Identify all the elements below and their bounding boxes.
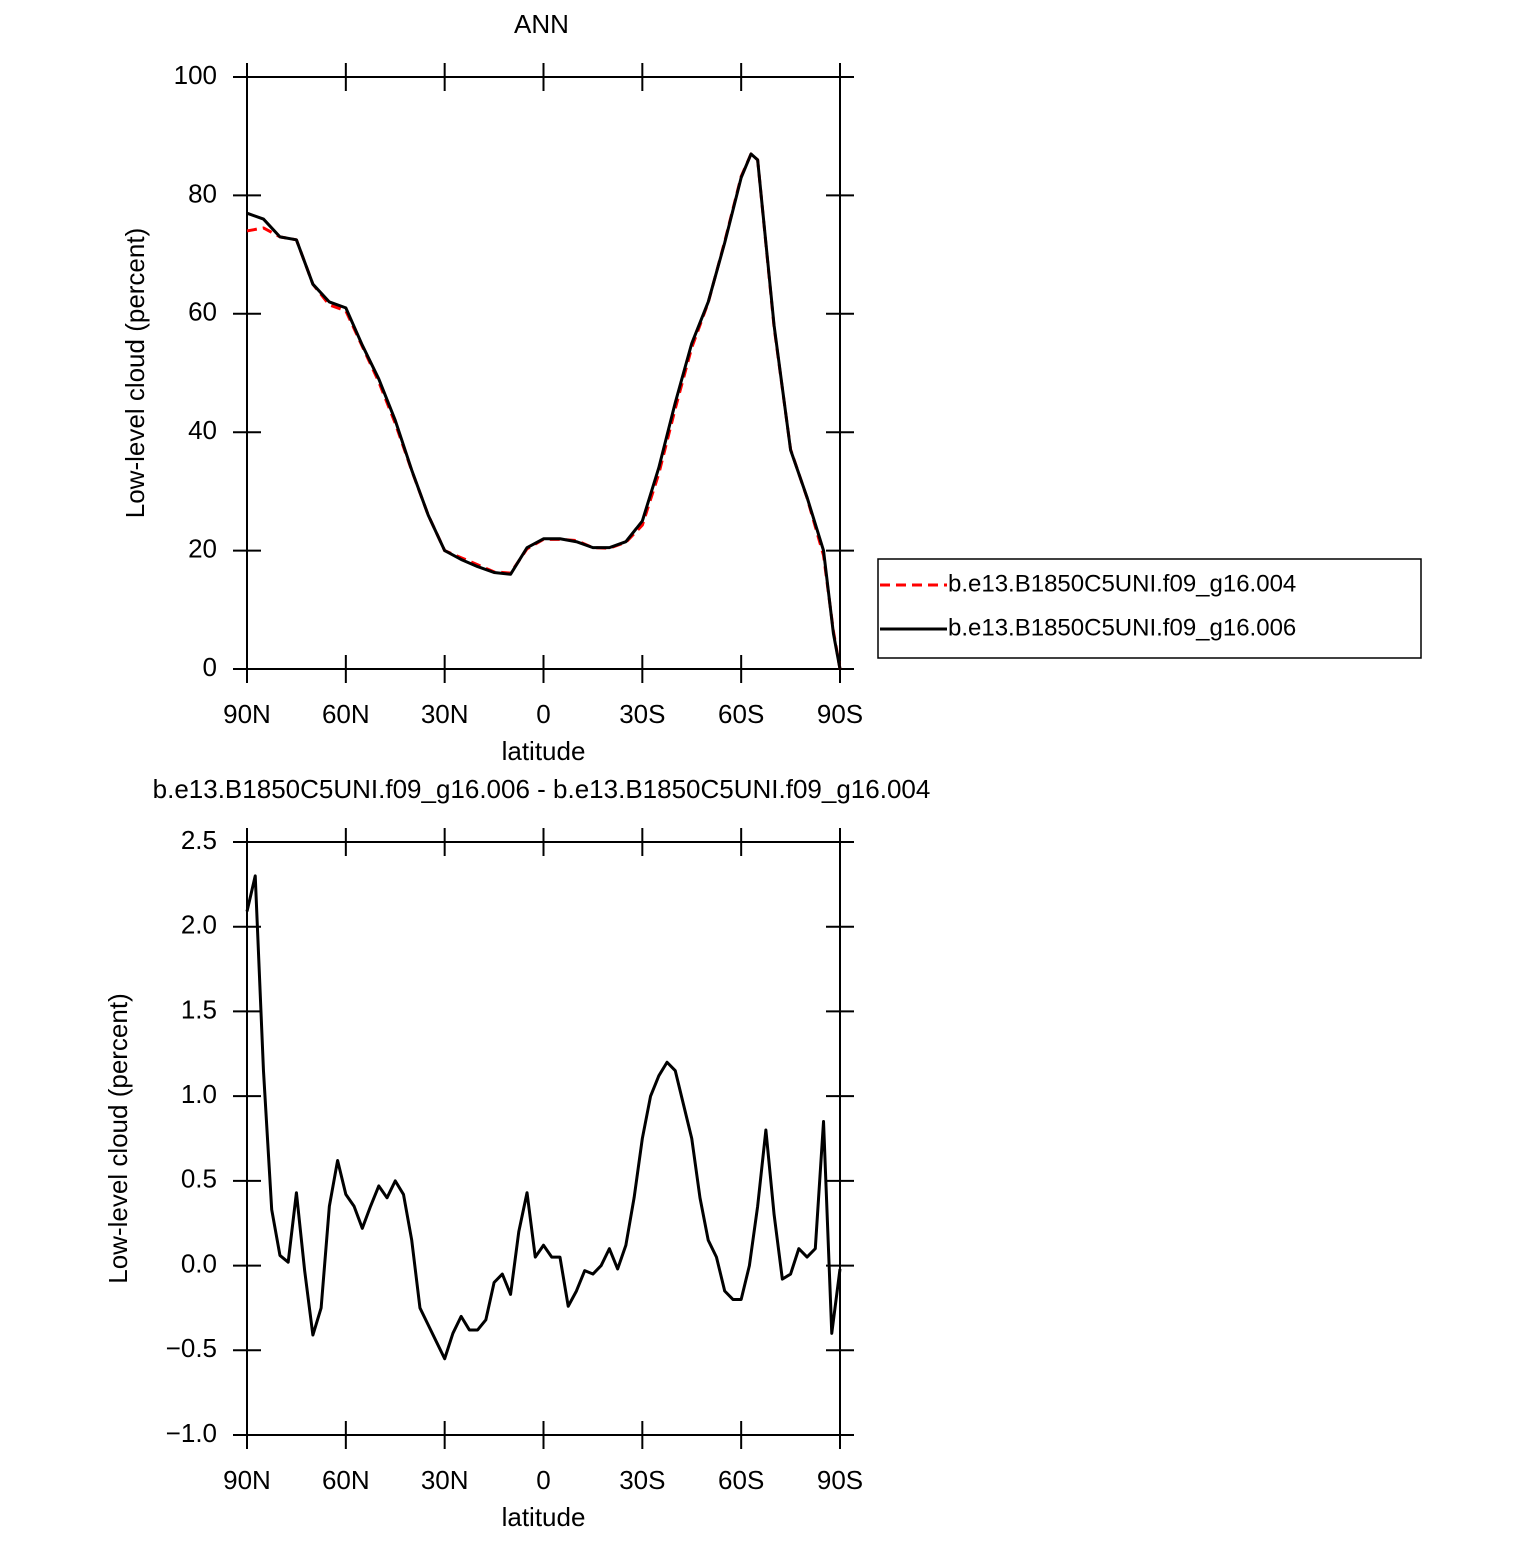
plot-frame (246, 841, 841, 1436)
y-tick-label: 20 (188, 533, 217, 563)
y-tick-label: 100 (174, 60, 217, 90)
y-tick-label: 80 (188, 178, 217, 208)
data-line (246, 152, 842, 670)
x-tick-label: 0 (536, 1465, 550, 1495)
chart-title: b.e13.B1850C5UNI.f09_g16.006 - b.e13.B18… (153, 774, 931, 804)
y-axis-label: Low-level cloud (percent) (120, 228, 150, 518)
y-tick-label: −0.5 (166, 1333, 217, 1363)
data-line (245, 874, 842, 1361)
y-tick-label: 0.0 (181, 1248, 217, 1278)
legend-box (877, 558, 1422, 659)
y-tick-label: 60 (188, 297, 217, 327)
legend-label: b.e13.B1850C5UNI.f09_g16.006 (948, 614, 1296, 641)
y-axis-label: Low-level cloud (percent) (103, 993, 133, 1283)
chart-title: ANN (514, 9, 569, 39)
x-tick-label: 30N (421, 1465, 469, 1495)
y-tick-label: 0 (203, 652, 217, 682)
data-line (246, 152, 842, 670)
x-tick-label: 90N (223, 1465, 271, 1495)
y-tick-label: −1.0 (166, 1418, 217, 1448)
y-tick-label: 0.5 (181, 1164, 217, 1194)
x-tick-label: 60N (322, 1465, 370, 1495)
x-tick-label: 60S (718, 699, 764, 729)
x-tick-label: 30S (619, 699, 665, 729)
x-tick-label: 0 (536, 699, 550, 729)
x-tick-label: 90S (817, 699, 863, 729)
y-tick-label: 40 (188, 415, 217, 445)
x-axis-label: latitude (502, 736, 586, 766)
y-tick-label: 1.5 (181, 994, 217, 1024)
y-tick-label: 2.0 (181, 910, 217, 940)
x-tick-label: 60N (322, 699, 370, 729)
y-tick-label: 1.0 (181, 1079, 217, 1109)
x-tick-label: 90N (223, 699, 271, 729)
plot-frame (246, 76, 841, 670)
x-tick-label: 30N (421, 699, 469, 729)
x-tick-label: 30S (619, 1465, 665, 1495)
legend-label: b.e13.B1850C5UNI.f09_g16.004 (948, 570, 1296, 597)
x-axis-label: latitude (502, 1502, 586, 1532)
x-tick-label: 60S (718, 1465, 764, 1495)
x-tick-label: 90S (817, 1465, 863, 1495)
y-tick-label: 2.5 (181, 825, 217, 855)
